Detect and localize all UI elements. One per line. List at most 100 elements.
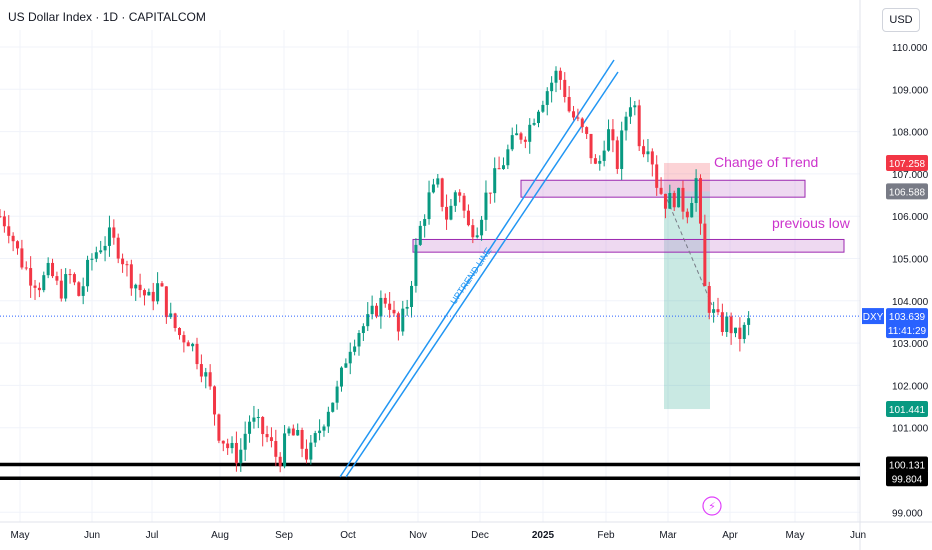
change-of-trend-annotation: Change of Trend xyxy=(714,154,818,170)
candle-body xyxy=(620,130,624,169)
candle-body xyxy=(659,187,663,194)
y-tick-label: 110.000 xyxy=(892,43,928,54)
stop-label-bg xyxy=(886,154,928,171)
candle-body xyxy=(151,291,155,302)
y-tick-label: 108.000 xyxy=(892,128,929,139)
candle-body xyxy=(637,105,641,147)
candle-body xyxy=(169,313,173,318)
candle-body xyxy=(213,386,217,415)
candle-body xyxy=(296,429,300,436)
x-tick-label: Nov xyxy=(409,530,427,541)
candle-body xyxy=(379,297,383,317)
candle-body xyxy=(55,276,59,281)
candle-body xyxy=(0,216,2,218)
candle-body xyxy=(602,150,606,161)
candle-body xyxy=(431,184,435,193)
candle-body xyxy=(475,235,479,238)
last-price-label: 103.639 xyxy=(889,312,926,323)
candle-body xyxy=(51,262,55,277)
candle-body xyxy=(313,433,317,443)
candle-body xyxy=(173,313,177,328)
candle-body xyxy=(734,327,738,334)
currency-button[interactable]: USD xyxy=(882,8,920,32)
candle-body xyxy=(326,411,330,427)
previous-low-zone xyxy=(412,238,845,253)
candle-body xyxy=(348,351,352,364)
candle-body xyxy=(515,133,519,136)
candle-body xyxy=(541,104,545,112)
candle-body xyxy=(462,195,466,211)
x-tick-label: Aug xyxy=(211,530,229,541)
candle-body xyxy=(532,123,536,125)
candle-body xyxy=(20,248,24,268)
candle-body xyxy=(545,91,549,105)
candle-body xyxy=(501,165,505,170)
candle-body xyxy=(466,210,470,226)
candle-body xyxy=(383,297,387,304)
candle-body xyxy=(698,178,702,224)
candle-body xyxy=(589,133,593,159)
candle-body xyxy=(2,216,6,227)
x-tick-label: Mar xyxy=(659,530,677,541)
candle-body xyxy=(204,372,208,377)
x-tick-label: Oct xyxy=(340,530,356,541)
candle-body xyxy=(484,192,488,220)
candle-body xyxy=(410,285,414,307)
candle-body xyxy=(536,111,540,124)
candle-body xyxy=(668,193,672,209)
y-tick-label: 99.000 xyxy=(892,508,923,519)
candle-body xyxy=(703,223,707,287)
x-tick-label: Jun xyxy=(850,530,866,541)
candle-body xyxy=(572,111,576,118)
lightning-icon-glyph: ⚡ xyxy=(708,500,716,513)
candle-body xyxy=(523,139,527,142)
symbol-tag: DXY xyxy=(863,312,884,323)
candle-body xyxy=(528,124,532,142)
candle-body xyxy=(291,428,295,436)
candle-body xyxy=(685,211,689,218)
x-tick-label: 2025 xyxy=(532,530,555,541)
candle-body xyxy=(423,219,427,226)
candle-body xyxy=(318,430,322,434)
candle-body xyxy=(278,456,282,467)
candle-body xyxy=(747,318,751,325)
candle-body xyxy=(672,193,676,208)
candle-body xyxy=(729,316,733,334)
candle-body xyxy=(471,225,475,238)
candle-body xyxy=(646,151,650,155)
candle-body xyxy=(160,283,164,287)
candle-body xyxy=(226,443,230,449)
candle-body xyxy=(742,324,746,339)
candle-body xyxy=(147,291,151,296)
candle-body xyxy=(186,342,190,347)
y-tick-label: 106.000 xyxy=(892,212,929,223)
candle-body xyxy=(440,178,444,207)
x-tick-label: Jul xyxy=(146,530,159,541)
y-tick-label: 109.000 xyxy=(892,85,929,96)
candle-body xyxy=(401,308,405,332)
candle-body xyxy=(615,140,619,169)
candle-body xyxy=(81,286,85,296)
candle-body xyxy=(458,192,462,196)
candle-body xyxy=(138,284,142,291)
candle-body xyxy=(707,286,711,313)
candle-body xyxy=(199,364,203,377)
support-top-label: 100.131 xyxy=(889,460,926,471)
candle-body xyxy=(243,433,247,450)
candle-body xyxy=(655,164,659,188)
candle-body xyxy=(116,237,120,259)
candle-body xyxy=(650,151,654,165)
candle-body xyxy=(42,275,46,291)
candle-body xyxy=(252,417,256,422)
candle-body xyxy=(261,416,265,435)
candle-body xyxy=(121,258,125,265)
candle-body xyxy=(550,82,554,92)
x-tick-label: May xyxy=(786,530,805,541)
candle-body xyxy=(445,206,449,220)
lightning-icon xyxy=(702,496,722,516)
candle-body xyxy=(177,327,181,336)
candle-body xyxy=(129,264,133,289)
stop-loss-zone xyxy=(664,162,710,192)
candle-body xyxy=(344,363,348,368)
